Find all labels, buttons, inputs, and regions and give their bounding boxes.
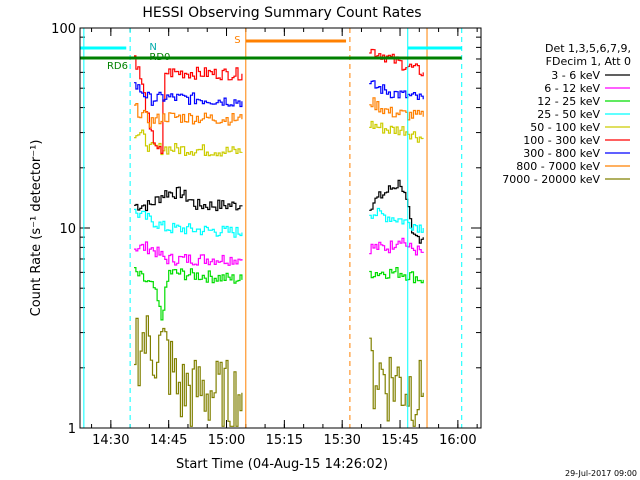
saa-label: S — [234, 35, 240, 46]
series-line-2-1 — [369, 267, 424, 284]
rd0-label: RD0 — [149, 52, 170, 63]
series-line-5-0 — [134, 55, 243, 154]
legend-header-line-2: FDecim 1, Att 0 — [546, 55, 631, 68]
legend-entry-label: 800 - 7000 keV — [516, 160, 600, 173]
legend-entry-label: 50 - 100 keV — [530, 121, 600, 134]
series-layer — [134, 48, 424, 427]
series-line-8-1 — [369, 337, 424, 427]
series-line-6-0 — [134, 82, 243, 108]
series-line-4-1 — [369, 120, 424, 143]
rd6-label: RD6 — [107, 61, 128, 72]
legend-entry-label: 25 - 50 keV — [537, 108, 600, 121]
legend-entry-label: 3 - 6 keV — [551, 69, 600, 82]
x-tick-label: 15:30 — [323, 433, 360, 448]
y-axis-label: Count Rate (s⁻¹ detector⁻¹) — [29, 140, 44, 317]
legend-entry-label: 12 - 25 keV — [537, 95, 600, 108]
x-tick-label: 16:00 — [439, 433, 476, 448]
x-tick-label: 15:00 — [208, 433, 245, 448]
timestamp: 29-Jul-2017 09:00 — [565, 469, 637, 478]
legend-entry-label: 100 - 300 keV — [523, 134, 600, 147]
series-line-1-0 — [134, 241, 243, 266]
chart-title: HESSI Observing Summary Count Rates — [142, 5, 421, 21]
y-tick-label: 1 — [68, 422, 76, 437]
series-line-0-0 — [134, 186, 243, 212]
legend-entry-label: 300 - 800 keV — [523, 147, 600, 160]
night-label: N — [149, 42, 156, 53]
legend-header-line-1: Det 1,3,5,6,7,9, — [545, 42, 631, 55]
y-tick-label: 100 — [51, 22, 76, 37]
series-line-6-1 — [369, 80, 424, 100]
legend: Det 1,3,5,6,7,9, FDecim 1, Att 0 — [545, 42, 631, 68]
series-line-4-0 — [134, 129, 243, 157]
plot-frame — [79, 27, 482, 429]
series-line-2-0 — [134, 267, 243, 321]
x-tick-label: 14:30 — [92, 433, 129, 448]
series-line-8-0 — [134, 315, 243, 427]
series-line-0-1 — [369, 179, 424, 244]
series-line-3-0 — [134, 208, 243, 238]
series-line-1-1 — [369, 237, 424, 256]
series-line-3-1 — [369, 207, 424, 233]
legend-entry-label: 6 - 12 keV — [544, 82, 600, 95]
series-line-7-1 — [369, 97, 424, 121]
x-axis-label: Start Time (04-Aug-15 14:26:02) — [176, 457, 388, 472]
y-tick-label: 10 — [59, 222, 76, 237]
x-tick-label: 15:15 — [266, 433, 303, 448]
series-line-5-1 — [369, 48, 424, 77]
x-tick-label: 14:45 — [150, 433, 187, 448]
series-line-7-0 — [134, 103, 243, 128]
x-tick-label: 15:45 — [381, 433, 418, 448]
legend-entry-label: 7000 - 20000 keV — [502, 173, 600, 186]
